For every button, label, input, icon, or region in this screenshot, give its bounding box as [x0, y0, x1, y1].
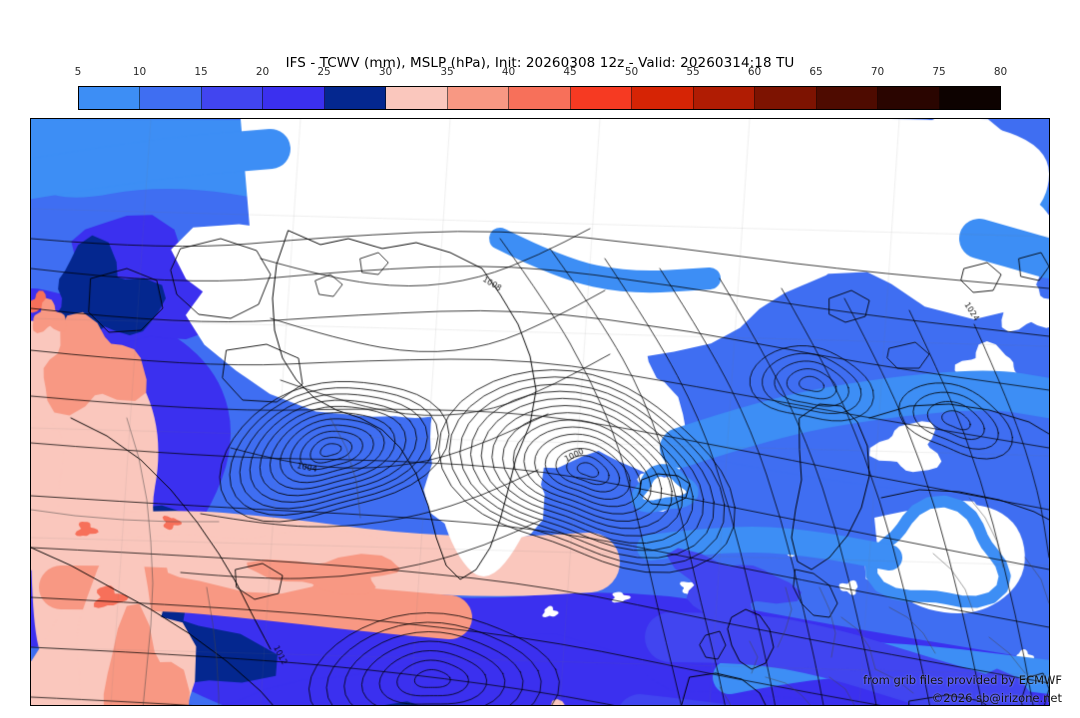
colorbar-tick: 5: [74, 66, 82, 78]
colorbar-band: [509, 87, 571, 109]
colorbar-band: [263, 87, 325, 109]
colorbar-tick: 75: [932, 66, 946, 78]
colorbar-tick: 50: [624, 66, 639, 78]
colorbar-tick: 45: [563, 66, 577, 78]
colorbar-tick: 80: [993, 66, 1008, 78]
colorbar-band: [693, 87, 756, 109]
colorbar-tick: 30: [378, 66, 393, 78]
colorbar-band: [632, 87, 694, 109]
attribution-source: from grib files provided by ECMWF: [863, 673, 1062, 687]
colorbar-tick: 70: [870, 66, 885, 78]
colorbar-tick: 15: [194, 66, 208, 78]
attribution-copyright: ©2026 sb@irizone.net: [931, 691, 1062, 705]
colorbar-band: [324, 87, 387, 109]
colorbar-band: [447, 87, 510, 109]
colorbar-band: [816, 87, 879, 109]
colorbar-tick: 40: [501, 66, 516, 78]
map-canvas[interactable]: [31, 119, 1049, 705]
colorbar-band: [201, 87, 264, 109]
colorbar-legend: 5 10 15 20 25 30 35 40 45 50 55 60 65 70 75 80: [74, 66, 1008, 110]
colorbar-band: [79, 87, 141, 109]
colorbar-band: [386, 87, 448, 109]
map-panel[interactable]: [30, 118, 1050, 706]
colorbar-band: [570, 87, 633, 109]
colorbar-swatches: [78, 86, 1001, 110]
colorbar-band: [755, 87, 817, 109]
colorbar-tick: 20: [255, 66, 270, 78]
colorbar-tick: 10: [132, 66, 147, 78]
colorbar-band: [939, 87, 1001, 109]
page-title: IFS - TCWV (mm), MSLP (hPa), Init: 20260…: [285, 55, 795, 71]
colorbar-band: [140, 87, 202, 109]
colorbar-tick: 60: [747, 66, 762, 78]
colorbar-tick: 35: [440, 66, 454, 78]
colorbar-tick: 25: [317, 66, 331, 78]
colorbar-band: [878, 87, 940, 109]
colorbar-tick-labels: 5 10 15 20 25 30 35 40 45 50 55 60 65 70 75 80: [74, 66, 1008, 82]
colorbar-tick: 65: [809, 66, 823, 78]
colorbar-tick: 55: [686, 66, 700, 78]
